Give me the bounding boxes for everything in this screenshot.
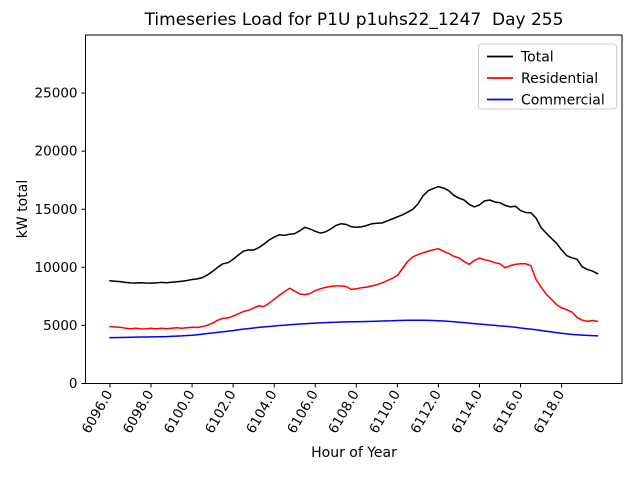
x-tick-label: 6118.0: [531, 388, 568, 437]
y-tick-label: 0: [69, 376, 78, 392]
y-axis-label: kW total: [15, 180, 31, 238]
x-tick-label: 6110.0: [366, 388, 403, 437]
x-tick-label: 6108.0: [325, 388, 362, 437]
axes-frame: [85, 34, 623, 384]
x-tick-label: 6102.0: [202, 388, 239, 437]
series-line-total: [109, 185, 599, 284]
legend-entry-total: Total: [487, 50, 554, 66]
legend-entry-residential: Residential: [487, 71, 598, 87]
series-line-commercial: [109, 319, 599, 339]
series-line-residential: [109, 247, 599, 330]
x-tick-label: 6112.0: [407, 388, 444, 437]
legend: Total Residential Commercial: [478, 43, 617, 110]
chart-title: Timeseries Load for P1U p1uhs22_1247 Day…: [144, 10, 564, 30]
x-axis-label: Hour of Year: [311, 445, 397, 461]
legend-label-total: Total: [520, 50, 554, 66]
x-tick-label: 6114.0: [448, 388, 485, 437]
legend-label-residential: Residential: [521, 71, 598, 87]
x-tick-label: 6098.0: [120, 388, 157, 437]
series-lines: [109, 185, 599, 339]
x-tick-label: 6106.0: [284, 388, 321, 437]
x-tick-label: 6104.0: [243, 388, 280, 437]
x-axis-ticks: 6096.0 6098.0 6100.0 6102.0 6104.0 6106.0 6108…: [79, 383, 568, 437]
y-tick-label: 15000: [35, 202, 78, 218]
x-tick-label: 6096.0: [79, 388, 116, 437]
y-tick-label: 20000: [35, 144, 78, 160]
legend-entry-commercial: Commercial: [487, 93, 605, 109]
y-tick-label: 10000: [35, 260, 78, 276]
legend-label-commercial: Commercial: [521, 93, 605, 109]
y-tick-label: 5000: [43, 318, 77, 334]
y-axis-ticks: 0 5000 10000 15000 20000 25000: [35, 86, 86, 392]
y-tick-label: 25000: [35, 86, 78, 102]
x-tick-label: 6116.0: [490, 388, 527, 437]
x-tick-label: 6100.0: [161, 388, 198, 437]
legend-box: [478, 43, 617, 110]
